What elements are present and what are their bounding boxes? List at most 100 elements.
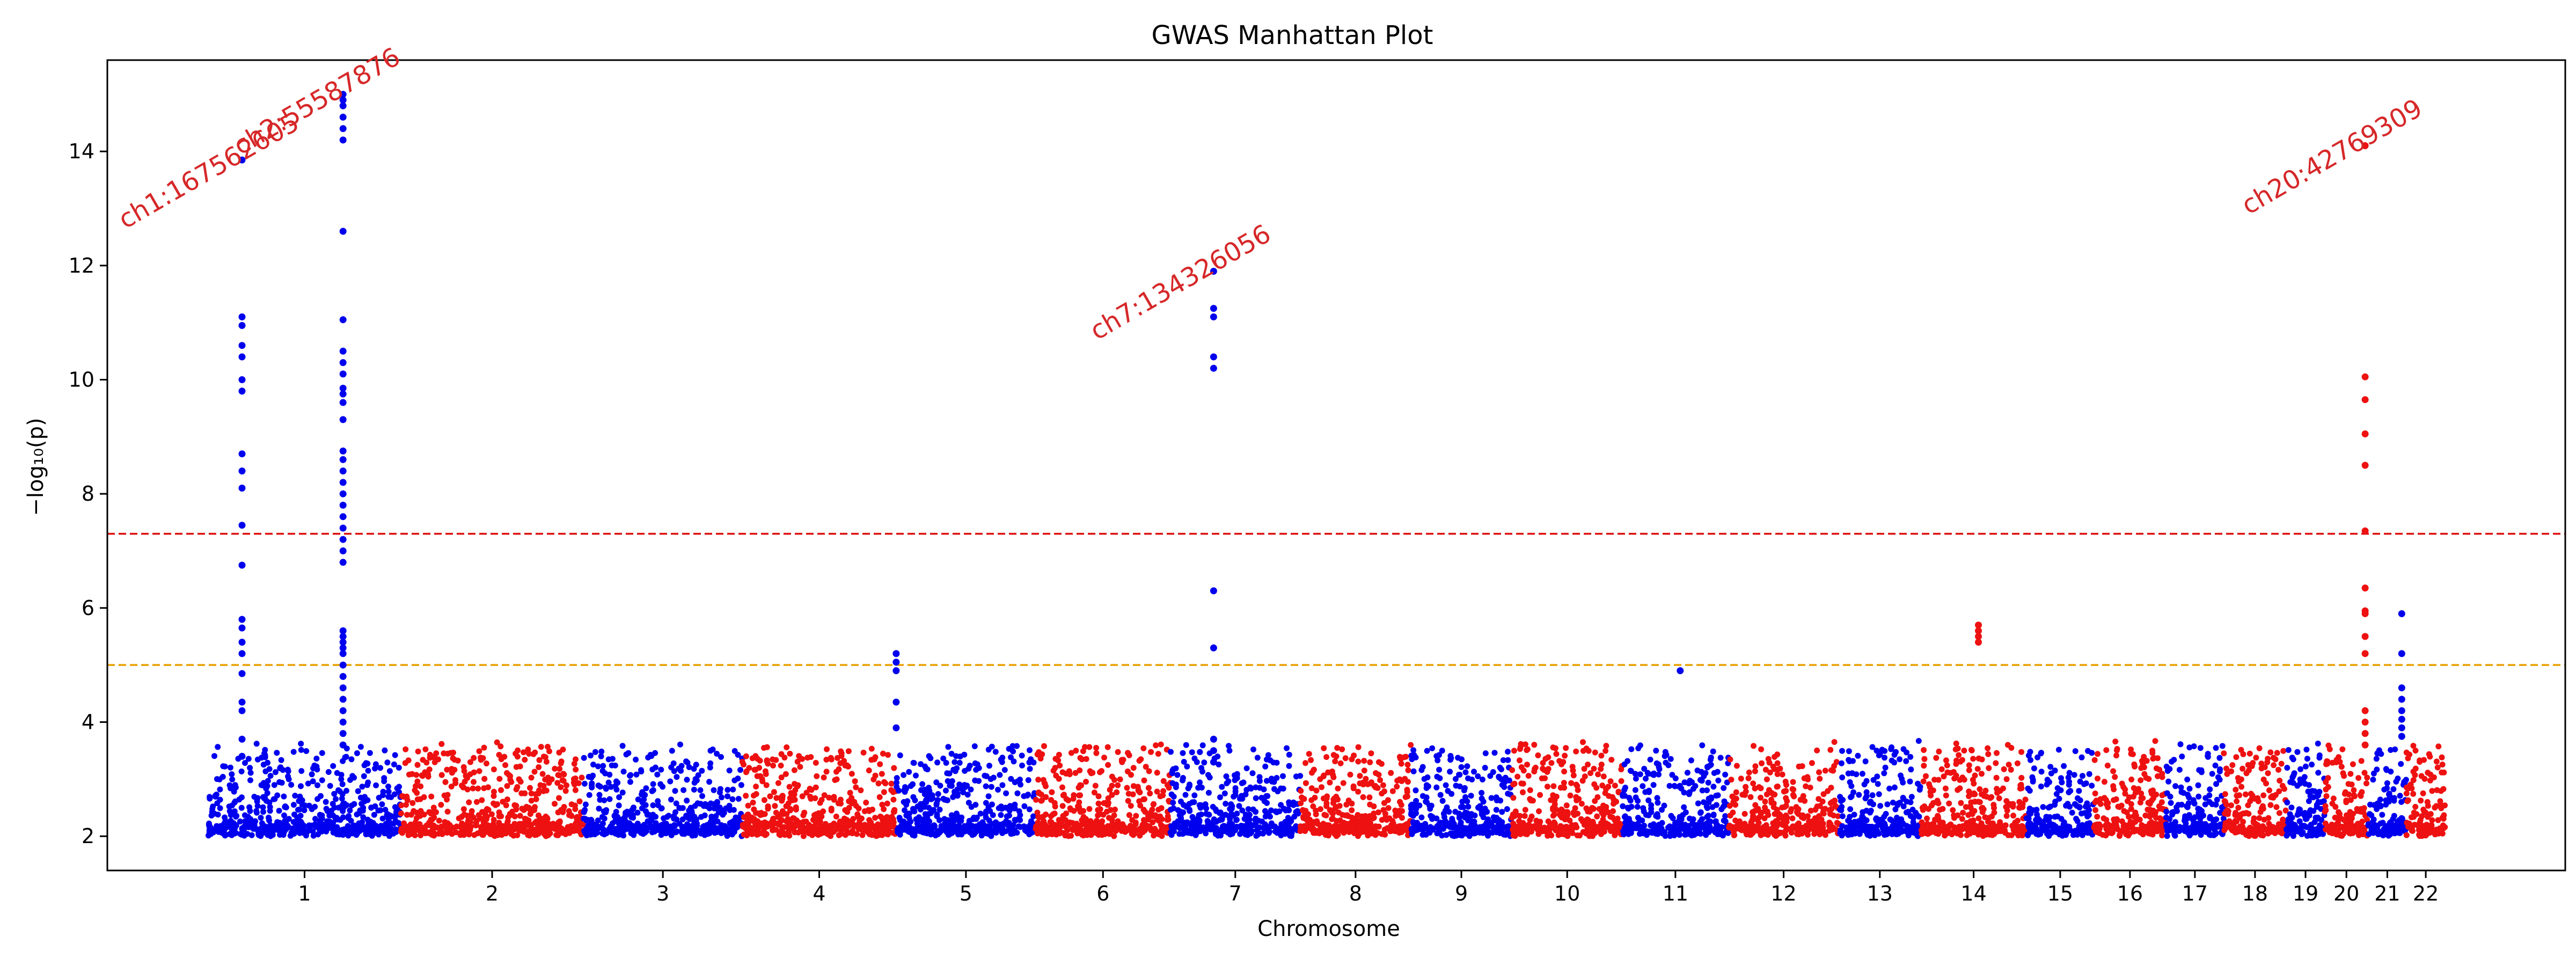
snp-point: [1232, 788, 1239, 795]
snp-point: [813, 811, 819, 818]
snp-point: [684, 777, 690, 783]
snp-point: [1102, 800, 1108, 806]
snp-point: [711, 787, 717, 793]
snp-point: [1334, 745, 1341, 751]
snp-point: [1598, 752, 1605, 759]
snp-point: [1165, 816, 1172, 823]
snp-point: [1497, 764, 1503, 771]
snp-point: [894, 779, 900, 786]
snp-point: [1598, 831, 1604, 837]
snp-point: [498, 756, 504, 763]
snp-point: [1099, 818, 1106, 824]
snp-point: [247, 765, 253, 771]
snp-point: [1743, 784, 1749, 790]
snp-point: [390, 821, 397, 827]
snp-point: [847, 789, 853, 796]
snp-point: [771, 789, 777, 795]
snp-point: [1738, 775, 1744, 782]
snp-point: [1670, 825, 1676, 832]
snp-point: [1056, 817, 1062, 823]
snp-point: [1366, 827, 1372, 833]
snp-point: [1667, 756, 1674, 762]
snp-point: [999, 782, 1006, 788]
snp-point: [1106, 815, 1112, 821]
snp-point: [1422, 821, 1429, 827]
snp-point: [832, 777, 838, 783]
snp-point: [1594, 794, 1601, 800]
snp-point: [217, 805, 223, 811]
snp-point: [1014, 743, 1020, 749]
snp-point: [699, 767, 705, 774]
snp-point: [1468, 811, 1475, 817]
snp-point: [828, 833, 834, 839]
snp-point: [428, 810, 434, 817]
snp-point: [1286, 799, 1292, 806]
snp-point: [767, 793, 773, 800]
snp-point: [1219, 784, 1225, 790]
snp-point: [1073, 821, 1080, 827]
snp-point: [763, 771, 769, 777]
snp-point: [478, 755, 484, 761]
snp-point: [211, 753, 217, 759]
snp-point: [349, 773, 356, 779]
snp-point: [1173, 784, 1179, 791]
snp-point: [1168, 791, 1175, 797]
snp-point: [1215, 832, 1221, 839]
snp-point: [245, 818, 252, 824]
snp-point: [354, 811, 360, 818]
snp-point: [641, 822, 647, 828]
snp-point: [1727, 756, 1733, 763]
snp-point: [1790, 779, 1796, 785]
snp-point: [1327, 779, 1333, 786]
snp-point: [958, 818, 964, 824]
snp-point: [1043, 794, 1049, 800]
snp-point: [860, 749, 867, 756]
snp-point: [1057, 824, 1063, 831]
snp-point: [528, 774, 535, 781]
snp-point: [1708, 795, 1715, 802]
snp-point: [1682, 831, 1688, 838]
snp-point: [1704, 820, 1710, 826]
snp-point: [673, 800, 679, 807]
snp-point: [635, 796, 641, 803]
snp-point: [600, 763, 606, 769]
snp-point: [421, 811, 427, 818]
snp-point: [541, 822, 548, 829]
snp-point: [952, 768, 958, 774]
snp-point: [1245, 825, 1252, 831]
snp-point: [1041, 827, 1047, 833]
snp-point: [1030, 759, 1037, 766]
snp-point: [923, 797, 930, 803]
snp-point: [588, 752, 594, 759]
snp-point: [426, 766, 433, 773]
snp-point: [854, 811, 861, 817]
snp-point: [409, 800, 416, 806]
snp-point: [1646, 829, 1652, 835]
snp-point: [1655, 831, 1661, 837]
snp-point: [1367, 780, 1373, 787]
snp-point: [1609, 814, 1616, 821]
snp-point: [1648, 802, 1655, 808]
snp-point: [1522, 807, 1528, 813]
snp-point: [1197, 824, 1204, 831]
snp-point: [232, 830, 239, 836]
snp-point: [467, 771, 473, 778]
snp-point: [444, 750, 451, 757]
snp-point: [438, 741, 445, 747]
snp-point: [1774, 784, 1780, 790]
snp-point: [1511, 813, 1518, 819]
snp-point: [292, 793, 298, 799]
snp-point: [1701, 799, 1707, 806]
snp-point: [1283, 807, 1290, 813]
snp-point: [692, 832, 698, 838]
snp-point: [1349, 800, 1355, 807]
snp-point: [1125, 791, 1132, 797]
snp-point: [1560, 759, 1567, 765]
snp-point: [868, 757, 875, 763]
snp-point: [965, 765, 972, 772]
snp-point: [1681, 789, 1687, 796]
snp-point: [957, 753, 963, 760]
snp-point: [814, 773, 820, 779]
snp-point: [500, 799, 506, 805]
snp-point: [1243, 765, 1250, 772]
